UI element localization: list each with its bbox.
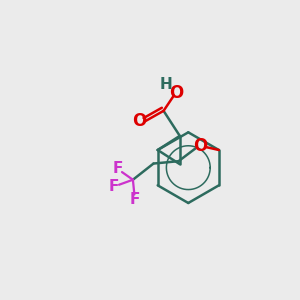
Text: F: F	[109, 179, 119, 194]
Text: O: O	[169, 84, 183, 102]
Text: O: O	[194, 136, 208, 154]
Text: F: F	[129, 192, 140, 207]
Text: O: O	[132, 112, 146, 130]
Text: F: F	[112, 161, 123, 176]
Text: H: H	[159, 77, 172, 92]
